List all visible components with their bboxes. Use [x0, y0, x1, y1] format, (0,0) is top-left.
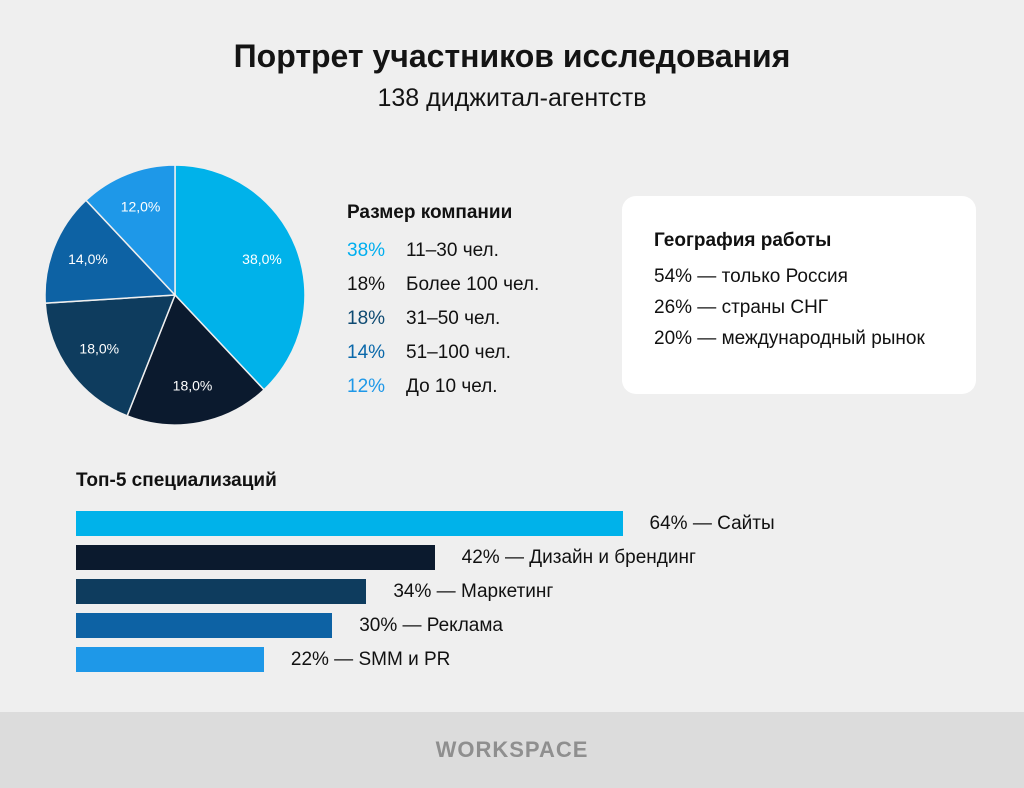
pie-slice-label: 18,0% [173, 378, 213, 394]
company-size-legend-title: Размер компании [347, 202, 513, 223]
company-size-pie-chart: 38,0% 18,0% 18,0% 14,0% 12,0% [44, 164, 306, 426]
legend-pct: 12% [347, 376, 386, 397]
legend-item: 18% 31–50 чел. [347, 308, 539, 342]
legend-item: 18% Более 100 чел. [347, 274, 539, 308]
pie-slice [84, 164, 176, 297]
pie-slice [44, 294, 177, 417]
legend-item: 12% До 10 чел. [347, 376, 539, 410]
specialization-bar [76, 647, 264, 672]
specialization-bar [76, 545, 435, 570]
pie-slice-label: 12,0% [121, 199, 161, 215]
specialization-bar-label: 30% — Реклама [359, 615, 503, 636]
specialization-bar-label: 42% — Дизайн и брендинг [461, 547, 696, 568]
legend-item: 14% 51–100 чел. [347, 342, 539, 376]
legend-label: Более 100 чел. [406, 274, 540, 295]
legend-pct: 14% [347, 342, 386, 363]
pie-slice-label: 14,0% [68, 251, 108, 267]
pie-slice [44, 199, 177, 304]
pie-slice-label: 18,0% [79, 341, 119, 357]
legend-label: До 10 чел. [406, 376, 498, 397]
legend-item: 38% 11–30 чел. [347, 240, 539, 274]
specialization-bar-label: 64% — Сайты [649, 513, 775, 534]
legend-label: 31–50 чел. [406, 308, 501, 329]
specialization-bar-label: 22% — SMM и PR [290, 649, 451, 670]
legend-pct: 38% [347, 240, 386, 261]
specializations-title: Топ-5 специализаций [76, 470, 277, 491]
legend-label: 51–100 чел. [406, 342, 511, 363]
footer: WORKSPACE [0, 712, 1024, 788]
specialization-bar [76, 613, 333, 638]
brand-logo: WORKSPACE [435, 737, 589, 762]
pie-slice [126, 293, 266, 426]
company-size-legend: 38% 11–30 чел. 18% Более 100 чел. 18% 31… [347, 240, 539, 410]
geography-item: 20% — международный рынок [654, 328, 925, 349]
legend-pct: 18% [347, 274, 386, 295]
specialization-bar [76, 511, 623, 536]
geography-item: 26% — страны СНГ [654, 297, 829, 318]
legend-pct: 18% [347, 308, 386, 329]
page-title: Портрет участников исследования [233, 38, 791, 74]
pie-slice-label: 38,0% [242, 251, 282, 267]
geography-list: 54% — только Россия 26% — страны СНГ 20%… [654, 266, 925, 359]
geography-item: 54% — только Россия [654, 266, 848, 287]
legend-label: 11–30 чел. [406, 240, 499, 261]
specialization-bar [76, 579, 367, 604]
page-subtitle: 138 диджитал-агентств [377, 84, 647, 112]
geography-card: География работы 54% — только Россия 26%… [622, 196, 976, 394]
geography-title: География работы [654, 230, 832, 251]
pie-slice [174, 164, 306, 391]
specialization-bar-label: 34% — Маркетинг [393, 581, 554, 602]
